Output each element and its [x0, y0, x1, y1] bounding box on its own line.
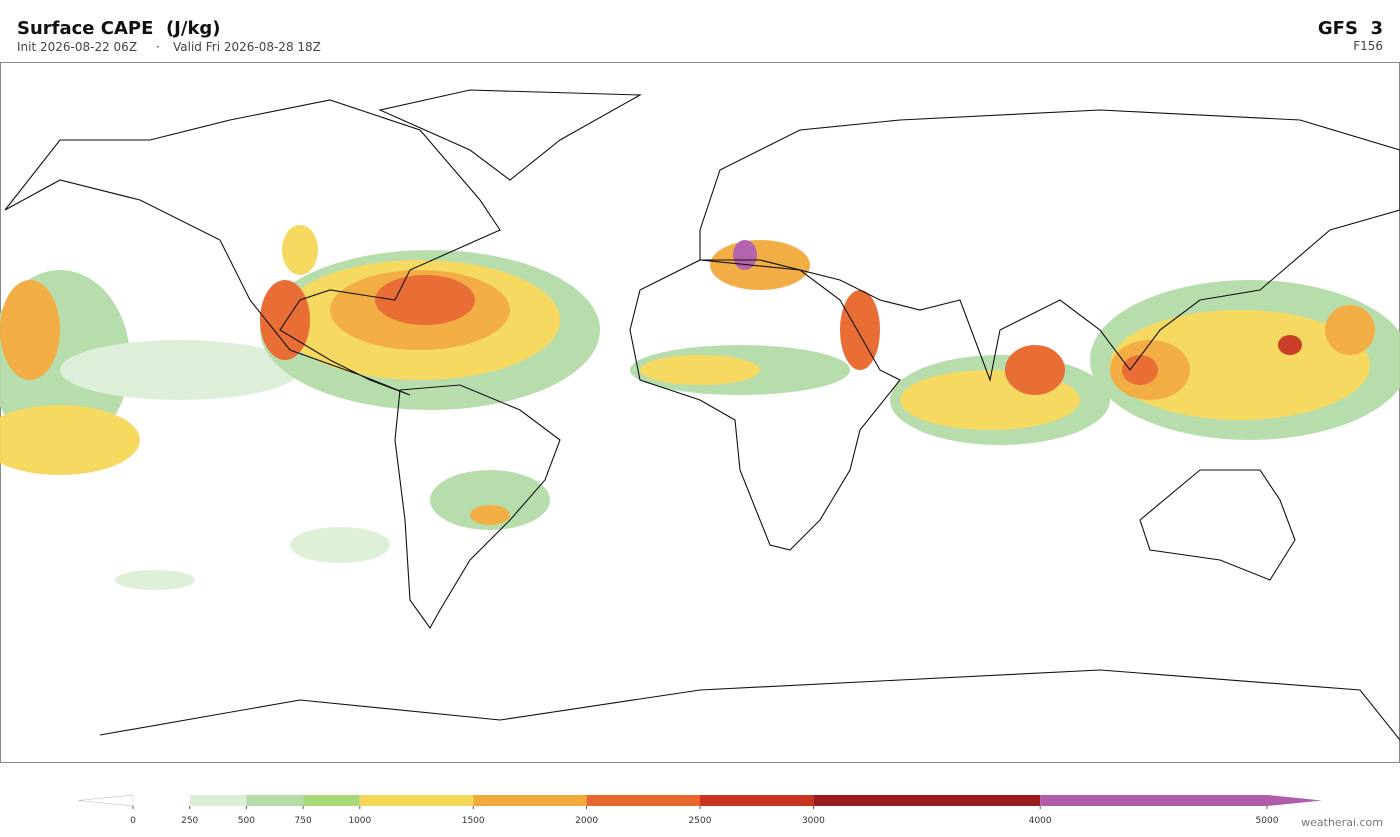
color-segment — [133, 795, 190, 806]
color-segment — [473, 795, 587, 806]
tick-label: 3000 — [802, 816, 825, 826]
separator: · — [156, 40, 160, 54]
tick-label: 250 — [181, 816, 198, 826]
tick-label: 1500 — [462, 816, 485, 826]
valid-time: Valid Fri 2026-08-28 18Z — [173, 40, 321, 54]
color-segment — [586, 795, 700, 806]
model-name: GFS 3 — [1318, 18, 1383, 39]
tick-label: 5000 — [1256, 816, 1279, 826]
title: Surface CAPE (J/kg) — [17, 18, 221, 39]
color-segment — [303, 795, 360, 806]
tick-label: 4000 — [1029, 816, 1052, 826]
tick-label: 500 — [238, 816, 255, 826]
tick-label: 2500 — [689, 816, 712, 826]
color-segment — [1040, 795, 1267, 806]
tick-label: 750 — [295, 816, 312, 826]
coastlines — [4, 89, 1400, 741]
tick-label: 0 — [130, 816, 136, 826]
color-segment — [700, 795, 814, 806]
color-segment — [813, 795, 1041, 806]
tick-label: 2000 — [575, 816, 598, 826]
tick-label: 1000 — [348, 816, 371, 826]
color-segment — [189, 795, 247, 806]
init-time: Init 2026-08-22 06Z — [17, 40, 137, 54]
color-segment — [246, 795, 304, 806]
cape-field — [0, 225, 1400, 590]
extend-high — [1267, 795, 1322, 806]
extend-low — [77, 794, 134, 807]
color-segment — [359, 795, 474, 806]
credit: weatherai.com — [1301, 816, 1383, 829]
colorbar: 0 250 500 750 1000 1500 2000 2500 3000 4000 5000 — [77, 794, 1322, 826]
forecast-hour: F156 — [1353, 39, 1383, 53]
map — [0, 62, 1400, 763]
